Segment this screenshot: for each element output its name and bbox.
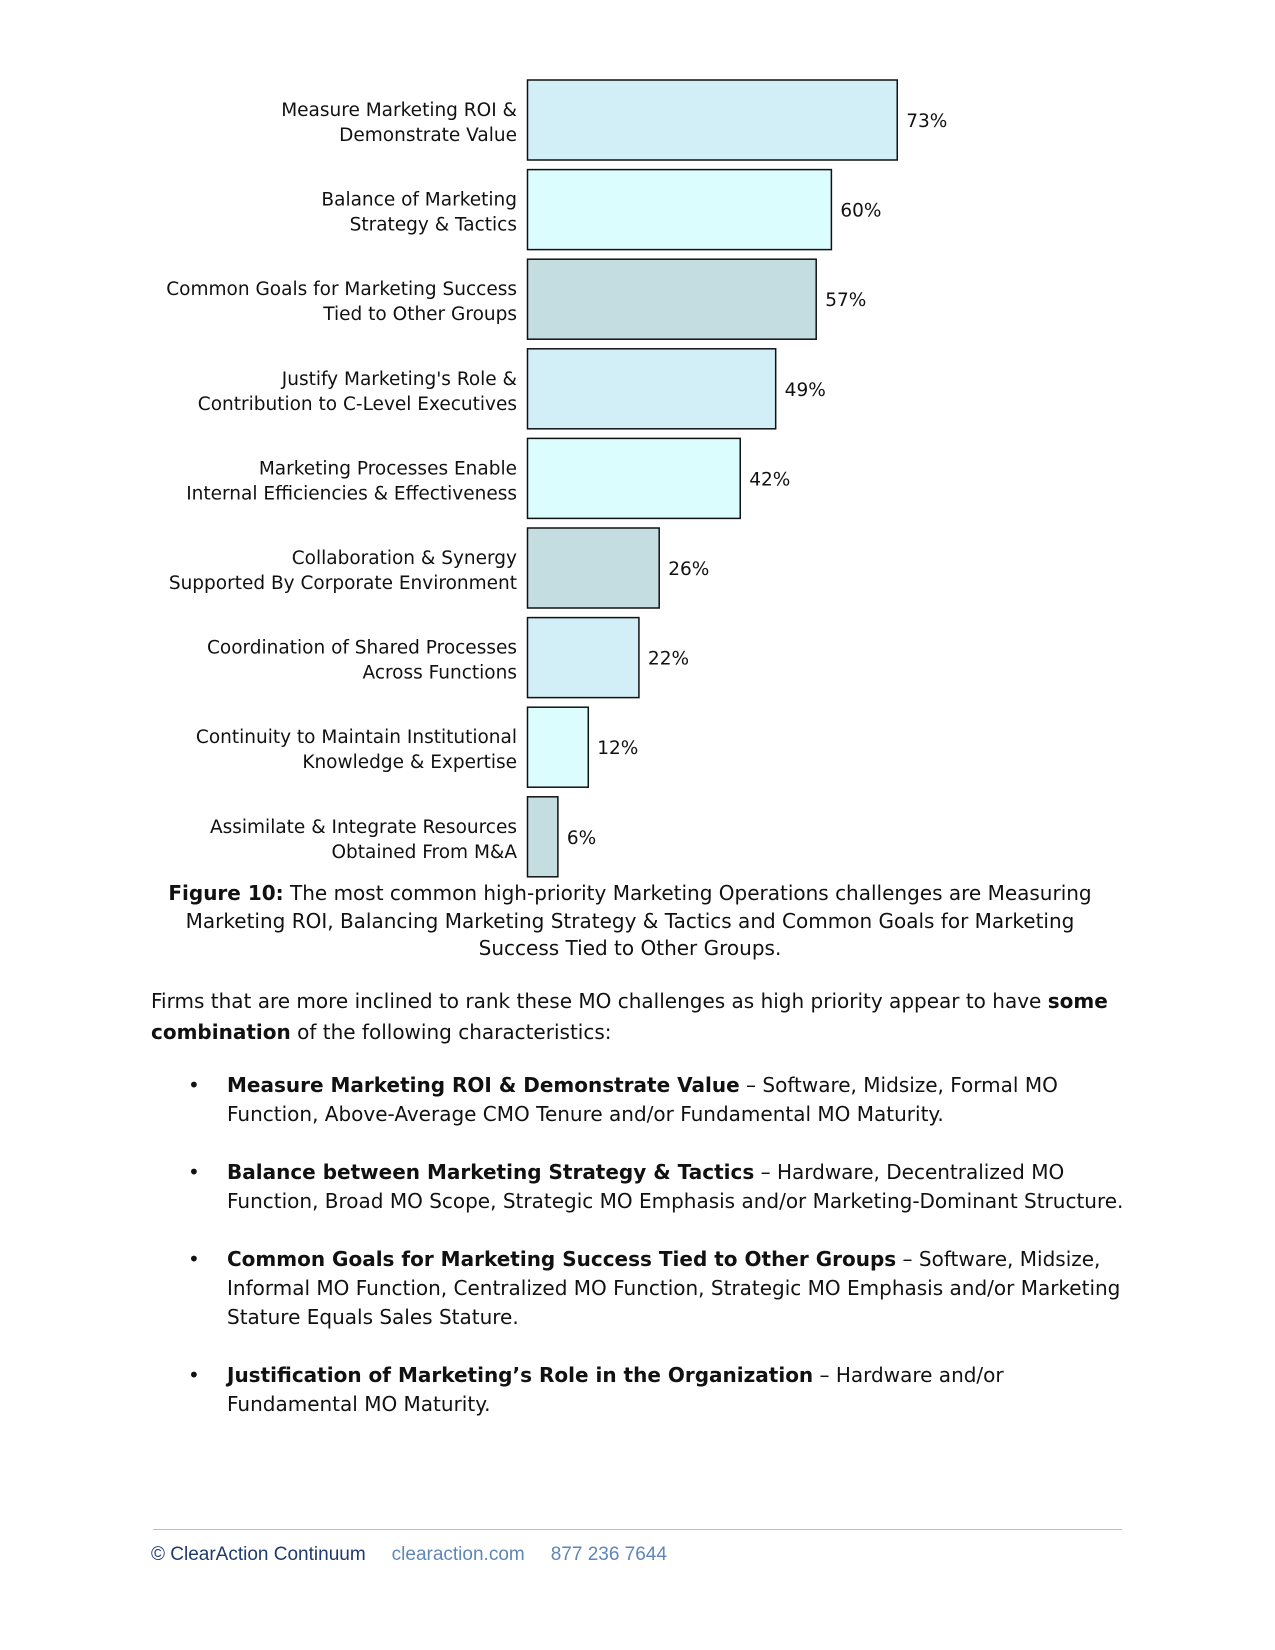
caption-figure-number: Figure 10:	[168, 881, 284, 905]
bar-chart: 73% Measure Marketing ROI & Demonstrate Va…	[166, 79, 947, 878]
list-item-text: – Software, Midsize, Informal MO Functio…	[227, 1247, 1121, 1329]
bar	[526, 79, 898, 161]
bar	[526, 168, 833, 251]
category-label: Collaboration & Synergy Supported By Corp…	[169, 548, 517, 594]
category-label: Assimilate & Integrate Resources Obtained…	[210, 817, 517, 863]
bar	[526, 258, 817, 340]
bullet-icon: •	[188, 1247, 200, 1271]
bullet-icon: •	[188, 1363, 200, 1387]
page-footer: © ClearAction Continuum clearaction.com 87…	[151, 1544, 667, 1566]
category-label: Balance of Marketing Strategy & Tactics	[321, 190, 517, 236]
category-label-line: Knowledge & Expertise	[302, 752, 517, 773]
footer-website-link[interactable]: clearaction.com	[391, 1544, 525, 1565]
bullet-icon: •	[188, 1160, 200, 1184]
bar-value-label: 12%	[597, 738, 638, 759]
list-item-text: – Hardware, Decentralized MO Function, B…	[227, 1160, 1124, 1213]
bar-value-label: 26%	[668, 559, 709, 580]
category-label-line: Tied to Other Groups	[322, 304, 517, 325]
category-label: Justify Marketing's Role & Contribution t…	[198, 369, 517, 415]
category-label: Measure Marketing ROI & Demonstrate Value	[281, 100, 517, 146]
bar-value-label: 22%	[648, 649, 689, 670]
category-label: Common Goals for Marketing Success Tied t…	[166, 279, 517, 325]
category-label-line: Across Functions	[362, 663, 517, 684]
bullet-icon: •	[188, 1073, 200, 1097]
category-label-line: Strategy & Tactics	[350, 215, 517, 236]
category-label: Coordination of Shared Processes Across F…	[207, 638, 517, 684]
caption-text: The most common high-priority Marketing …	[185, 881, 1092, 960]
list-item-text: – Software, Midsize, Formal MO Function,…	[227, 1073, 1058, 1126]
category-label-line: Marketing Processes Enable	[259, 458, 517, 479]
list-item: • Justification of Marketing’s Role in t…	[151, 1361, 1131, 1419]
list-item-title: Common Goals for Marketing Success Tied …	[227, 1247, 897, 1271]
list-item-title: Justification of Marketing’s Role in the…	[227, 1363, 814, 1387]
bar	[526, 527, 660, 609]
category-label-line: Measure Marketing ROI &	[281, 100, 517, 121]
bar-value-label: 57%	[825, 290, 866, 311]
list-item: • Measure Marketing ROI & Demonstrate Va…	[151, 1071, 1131, 1129]
category-label-line: Balance of Marketing	[321, 190, 517, 211]
list-item-text: – Hardware and/or Fundamental MO Maturit…	[227, 1363, 1004, 1416]
bar-value-label: 60%	[840, 201, 881, 222]
category-label-line: Coordination of Shared Processes	[207, 638, 517, 659]
bar	[526, 706, 590, 788]
category-label-line: Demonstrate Value	[339, 125, 517, 146]
list-item-title: Balance between Marketing Strategy & Tac…	[227, 1160, 755, 1184]
bar-value-label: 73%	[906, 111, 947, 132]
category-label-line: Collaboration & Synergy	[292, 548, 517, 569]
category-label-line: Internal Efficiencies & Effectiveness	[186, 483, 517, 504]
category-label: Marketing Processes Enable Internal Effic…	[186, 458, 517, 504]
category-label-line: Continuity to Maintain Institutional	[196, 727, 517, 748]
list-item: • Balance between Marketing Strategy & T…	[151, 1158, 1131, 1216]
bar	[526, 348, 777, 430]
category-label-line: Justify Marketing's Role &	[281, 369, 517, 390]
bar	[526, 437, 741, 520]
footer-divider	[153, 1529, 1122, 1530]
intro-text-2: of the following characteristics:	[290, 1020, 612, 1044]
footer-phone: 877 236 7644	[550, 1544, 667, 1565]
category-label-line: Obtained From M&A	[331, 842, 517, 863]
bar-value-label: 42%	[749, 469, 790, 490]
list-item-title: Measure Marketing ROI & Demonstrate Valu…	[227, 1073, 740, 1097]
category-label-line: Common Goals for Marketing Success	[166, 279, 517, 300]
category-label-line: Supported By Corporate Environment	[169, 573, 517, 594]
bar-value-label: 6%	[567, 828, 596, 849]
bar	[526, 796, 559, 878]
bar-value-label: 49%	[785, 380, 826, 401]
category-label-line: Contribution to C-Level Executives	[198, 394, 517, 415]
list-item: • Common Goals for Marketing Success Tie…	[151, 1245, 1131, 1332]
intro-text-1: Firms that are more inclined to rank the…	[151, 989, 1048, 1013]
bar	[526, 616, 640, 699]
intro-paragraph: Firms that are more inclined to rank the…	[151, 986, 1131, 1048]
figure-caption: Figure 10: The most common high-priority…	[150, 880, 1110, 963]
footer-copyright: © ClearAction Continuum	[151, 1544, 366, 1565]
category-label: Continuity to Maintain Institutional Know…	[196, 727, 517, 773]
category-label-line: Assimilate & Integrate Resources	[210, 817, 517, 838]
characteristics-list: • Measure Marketing ROI & Demonstrate Va…	[151, 1071, 1131, 1448]
intro-bold: some combination	[151, 989, 1108, 1044]
